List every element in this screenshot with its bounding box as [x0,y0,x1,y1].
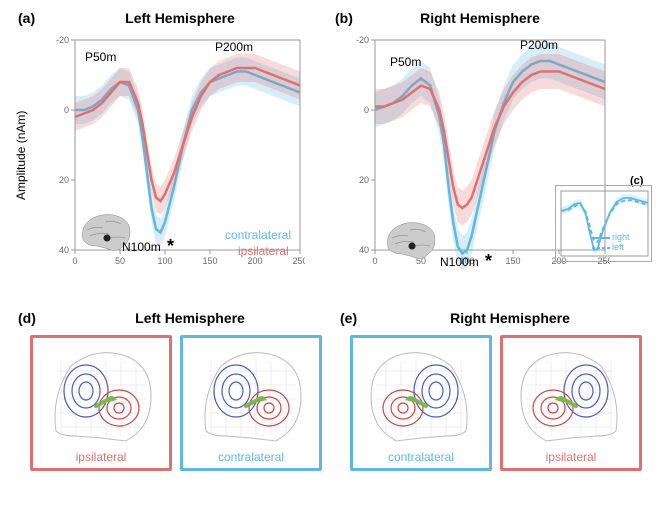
svg-text:50: 50 [115,256,125,266]
panel-b-label: (b) [335,10,353,26]
n100-star-a: * [167,236,174,257]
svg-text:0: 0 [364,105,369,115]
brain-icon-right [380,218,440,263]
n100-star-b: * [485,251,492,272]
n100-label-a: N100m [122,240,161,254]
svg-text:20: 20 [359,175,369,185]
n100-label-b: N100m [440,255,479,269]
legend-ipsi-a: ipsilateral [238,244,289,258]
panel-e-label: (e) [340,310,357,326]
p50-label-a: P50m [85,50,116,64]
svg-text:100: 100 [157,256,172,266]
panel-e-title: Right Hemisphere [390,310,630,326]
svg-text:250: 250 [292,256,305,266]
svg-text:40: 40 [359,245,369,255]
svg-text:-20: -20 [356,35,369,45]
legend-contra-a: contralateral [225,228,291,242]
legend-left-c: left [612,242,624,252]
p200-label-a: P200m [215,40,253,54]
legend-lines-c [592,234,610,256]
svg-text:-20: -20 [56,35,69,45]
panel-b-title: Right Hemisphere [380,10,580,26]
svg-text:0: 0 [64,105,69,115]
panel-a-label: (a) [18,10,35,26]
panel-d-title: Left Hemisphere [70,310,310,326]
svg-text:20: 20 [59,175,69,185]
panel-a-ylabel: Amplitude (nAm) [14,111,28,200]
panel-a-title: Left Hemisphere [80,10,280,26]
p200-label-b: P200m [520,38,558,52]
svg-text:0: 0 [372,256,377,266]
svg-text:40: 40 [59,245,69,255]
svg-text:0: 0 [72,256,77,266]
p50-label-b: P50m [390,55,421,69]
svg-text:150: 150 [505,256,520,266]
svg-text:150: 150 [202,256,217,266]
legend-right-c: right [612,232,630,242]
panel-d-label: (d) [18,310,36,326]
